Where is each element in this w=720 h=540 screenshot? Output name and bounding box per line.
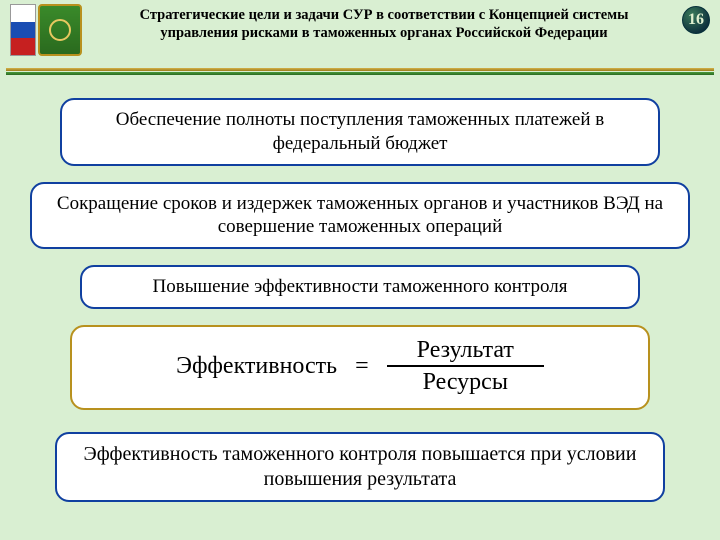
goal-box-2: Сокращение сроков и издержек таможенных … (30, 182, 690, 250)
page-number-badge: 16 (682, 6, 710, 34)
header-rule (0, 68, 720, 76)
conclusion-box: Эффективность таможенного контроля повыш… (55, 432, 665, 502)
title-line-1: Стратегические цели и задачи СУР в соотв… (140, 7, 629, 23)
formula-fraction: Результат Ресурсы (387, 337, 544, 396)
formula-box: Эффективность = Результат Ресурсы (70, 325, 650, 410)
formula-lhs: Эффективность (176, 353, 337, 380)
slide-title: Стратегические цели и задачи СУР в соотв… (98, 6, 670, 42)
formula-denominator: Ресурсы (423, 367, 508, 395)
slide-header: Стратегические цели и задачи СУР в соотв… (0, 0, 720, 64)
emblem (10, 4, 90, 60)
customs-shield-icon (38, 4, 82, 56)
russia-flag-icon (10, 4, 36, 56)
formula-equals: = (355, 353, 369, 380)
title-line-2: управления рисками в таможенных органах … (160, 25, 607, 41)
goal-box-1: Обеспечение полноты поступления таможенн… (60, 98, 660, 166)
slide-content: Обеспечение полноты поступления таможенн… (0, 76, 720, 502)
formula-numerator: Результат (387, 337, 544, 365)
goal-box-3: Повышение эффективности таможенного конт… (80, 265, 640, 309)
